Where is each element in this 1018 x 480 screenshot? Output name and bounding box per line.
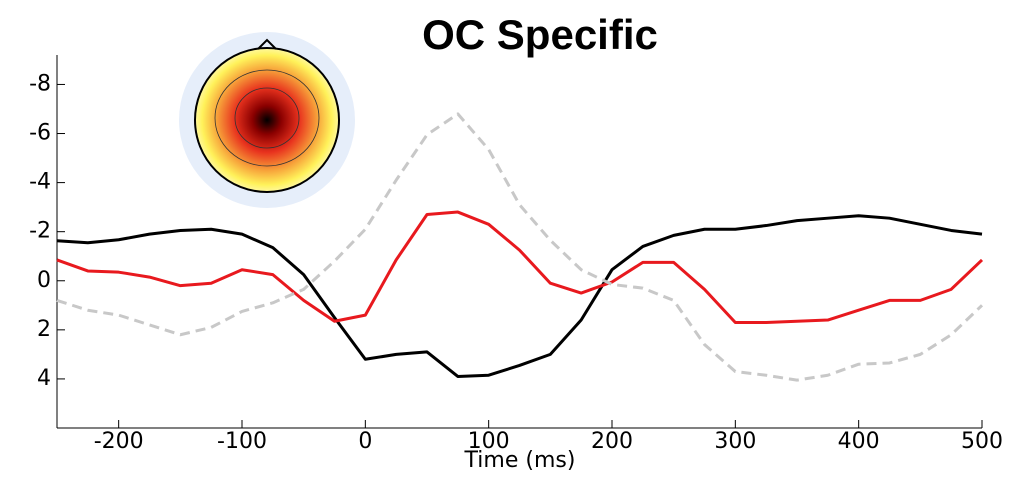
y-tick-label: -6 <box>29 121 51 146</box>
y-tick-label: -4 <box>29 170 51 195</box>
y-tick-label: -8 <box>29 71 51 96</box>
x-tick-label: 300 <box>714 429 756 454</box>
topomap <box>179 32 355 208</box>
x-axis-label: Time (ms) <box>464 448 576 473</box>
y-tick-label: 2 <box>37 317 51 342</box>
x-tick-label: 0 <box>358 429 372 454</box>
chart-title: OC Specific <box>422 11 658 58</box>
y-tick-label: -2 <box>29 219 51 244</box>
data-line <box>56 210 984 324</box>
y-tick-label: 4 <box>37 366 51 391</box>
x-tick-label: 100 <box>468 429 510 454</box>
x-tick-label: -100 <box>217 429 267 454</box>
data-line <box>56 112 984 382</box>
x-tick-label: -200 <box>94 429 144 454</box>
x-tick-label: 500 <box>961 429 1003 454</box>
y-tick-label: 0 <box>37 268 51 293</box>
x-tick-label: 400 <box>838 429 880 454</box>
x-tick-label: 200 <box>591 429 633 454</box>
data-line <box>56 214 983 378</box>
